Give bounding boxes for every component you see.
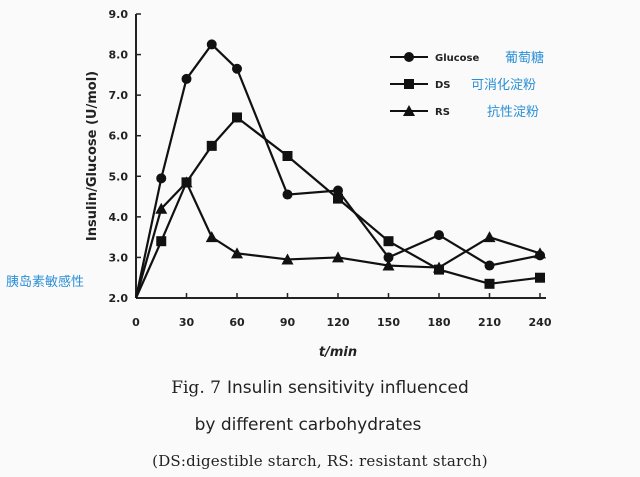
data-point-rs (180, 176, 193, 188)
y-axis-title: Insulin/Glucose (U/mol) (85, 71, 100, 241)
data-point-glucose (232, 63, 242, 74)
data-point-glucose (181, 73, 192, 84)
data-point-rs (231, 247, 243, 259)
figure-caption-line1: Fig. 7 Insulin sensitivity influenced (0, 378, 640, 398)
legend-item-ds: DS 可消化淀粉 (390, 78, 536, 93)
data-point-ds (156, 236, 167, 247)
data-point-ds (282, 151, 293, 161)
figure-caption-line3: (DS:digestible starch, RS: resistant sta… (152, 452, 488, 470)
x-tick-label: 90 (280, 316, 296, 329)
x-axis-title: t/min (319, 345, 357, 360)
legend-label: RS (435, 107, 450, 118)
legend-label-cn: 可消化淀粉 (471, 78, 536, 93)
x-tick-label: 180 (428, 316, 451, 329)
legend-label: DS (435, 80, 451, 91)
y-tick-label: 8.0 (109, 49, 129, 62)
data-point-rs (155, 202, 168, 214)
y-tick-label: 3.0 (109, 251, 129, 264)
data-point-glucose (333, 185, 343, 196)
data-point-rs (483, 231, 496, 243)
series-layer (134, 39, 546, 299)
y-tick-label: 4.0 (109, 211, 129, 224)
x-tick-label: 240 (529, 316, 552, 329)
x-tick-label: 0 (132, 316, 140, 329)
data-point-rs (534, 247, 546, 259)
legend-marker (404, 52, 414, 62)
data-point-ds (333, 193, 343, 204)
legend: Glucose 葡萄糖 DS 可消化淀粉 RS 抗性淀粉 (390, 50, 544, 120)
series-line-ds (134, 115, 541, 299)
data-point-glucose (282, 189, 293, 200)
y-tick-label: 2.0 (109, 292, 129, 305)
y-tick-label: 5.0 (109, 170, 129, 183)
data-point-rs (205, 231, 218, 243)
chart: 2.0 3.0 4.0 5.0 6.0 7.0 8.0 9.0 0 30 60 90 120 150 180… (6, 8, 552, 360)
x-tick-label: 150 (377, 316, 400, 329)
legend-marker (403, 105, 415, 116)
caption-title: Insulin sensitivity influenced (226, 378, 469, 398)
data-point-ds (484, 278, 495, 289)
x-tick-label: 210 (478, 316, 501, 329)
legend-item-rs: RS 抗性淀粉 (390, 105, 539, 120)
legend-item-glucose: Glucose 葡萄糖 (390, 50, 544, 66)
data-point-rs (433, 261, 445, 273)
y-tick-label: 7.0 (109, 89, 129, 102)
axes: 2.0 3.0 4.0 5.0 6.0 7.0 8.0 9.0 0 30 60 90 120 150 180… (85, 8, 552, 360)
data-point-ds (383, 236, 394, 247)
data-point-glucose (484, 260, 495, 271)
data-point-glucose (434, 230, 444, 241)
legend-marker (404, 79, 414, 89)
series-rs (134, 176, 546, 299)
annotation: 胰岛素敏感性 (6, 274, 84, 290)
legend-label-cn: 抗性淀粉 (487, 105, 539, 120)
series-glucose (134, 39, 545, 299)
y-tick-label: 9.0 (109, 8, 129, 21)
data-point-rs (332, 251, 344, 263)
data-point-glucose (206, 39, 217, 50)
figure-caption-line2: by different carbohydrates (194, 415, 422, 435)
data-point-ds (206, 140, 217, 151)
data-point-rs (382, 259, 395, 271)
data-point-glucose (383, 252, 394, 263)
x-tick-label: 120 (327, 316, 350, 329)
x-tick-label: 30 (179, 316, 195, 329)
legend-label-cn: 葡萄糖 (505, 50, 544, 66)
data-point-rs (281, 253, 294, 265)
figure-label: Fig. 7 (171, 378, 221, 398)
y-tick-label: 6.0 (109, 130, 129, 143)
x-tick-label: 60 (229, 316, 245, 329)
data-point-glucose (156, 173, 167, 184)
data-point-ds (232, 112, 242, 123)
legend-label: Glucose (435, 53, 480, 64)
data-point-ds (535, 272, 545, 283)
